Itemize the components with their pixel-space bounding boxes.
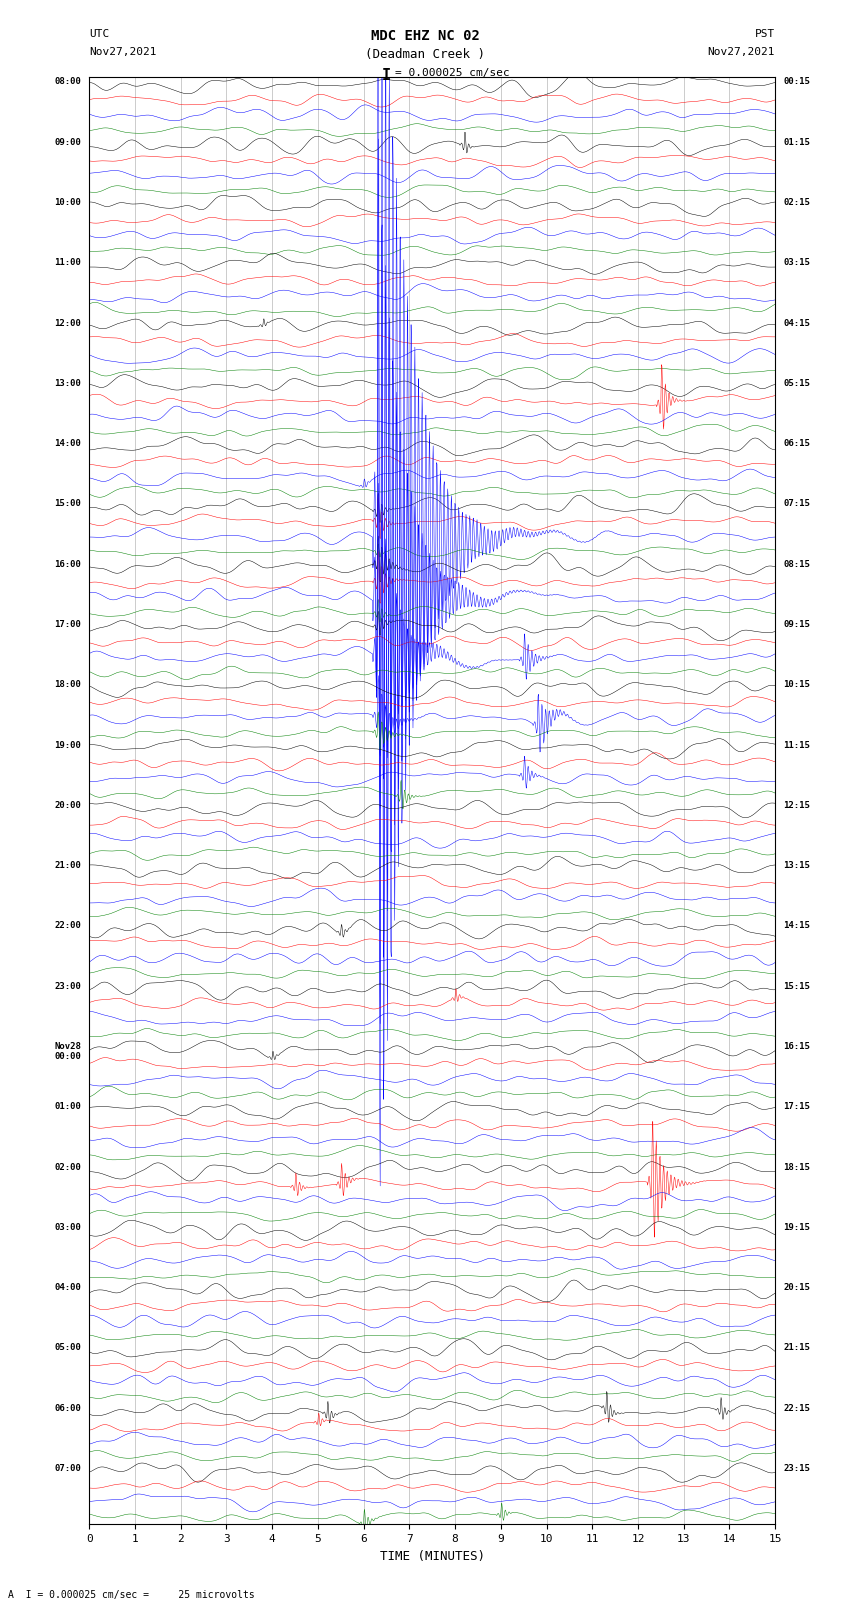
Text: 16:00: 16:00 (54, 560, 81, 569)
Text: 01:15: 01:15 (784, 137, 810, 147)
Text: MDC EHZ NC 02: MDC EHZ NC 02 (371, 29, 479, 44)
Text: 14:15: 14:15 (784, 921, 810, 931)
Text: 15:15: 15:15 (784, 982, 810, 990)
Text: Nov27,2021: Nov27,2021 (708, 47, 775, 56)
Text: 21:00: 21:00 (54, 861, 81, 869)
Text: 05:00: 05:00 (54, 1344, 81, 1352)
X-axis label: TIME (MINUTES): TIME (MINUTES) (380, 1550, 484, 1563)
Text: 22:00: 22:00 (54, 921, 81, 931)
Text: = 0.000025 cm/sec: = 0.000025 cm/sec (395, 68, 510, 77)
Text: 09:00: 09:00 (54, 137, 81, 147)
Text: 06:15: 06:15 (784, 439, 810, 448)
Text: 02:00: 02:00 (54, 1163, 81, 1171)
Text: 13:00: 13:00 (54, 379, 81, 387)
Text: 15:00: 15:00 (54, 500, 81, 508)
Text: 07:15: 07:15 (784, 500, 810, 508)
Text: 17:15: 17:15 (784, 1102, 810, 1111)
Text: 19:15: 19:15 (784, 1223, 810, 1232)
Text: 22:15: 22:15 (784, 1403, 810, 1413)
Text: Nov28
00:00: Nov28 00:00 (54, 1042, 81, 1061)
Text: 00:15: 00:15 (784, 77, 810, 87)
Text: 10:00: 10:00 (54, 198, 81, 206)
Text: 16:15: 16:15 (784, 1042, 810, 1052)
Text: 04:00: 04:00 (54, 1284, 81, 1292)
Text: 10:15: 10:15 (784, 681, 810, 689)
Text: I: I (382, 68, 391, 82)
Text: 11:15: 11:15 (784, 740, 810, 750)
Text: 21:15: 21:15 (784, 1344, 810, 1352)
Text: 11:00: 11:00 (54, 258, 81, 268)
Text: 23:15: 23:15 (784, 1465, 810, 1473)
Text: 03:15: 03:15 (784, 258, 810, 268)
Text: 23:00: 23:00 (54, 982, 81, 990)
Text: 08:00: 08:00 (54, 77, 81, 87)
Text: 20:15: 20:15 (784, 1284, 810, 1292)
Text: 08:15: 08:15 (784, 560, 810, 569)
Text: 06:00: 06:00 (54, 1403, 81, 1413)
Text: 13:15: 13:15 (784, 861, 810, 869)
Text: Nov27,2021: Nov27,2021 (89, 47, 156, 56)
Text: 12:15: 12:15 (784, 800, 810, 810)
Text: 14:00: 14:00 (54, 439, 81, 448)
Text: 18:00: 18:00 (54, 681, 81, 689)
Text: 05:15: 05:15 (784, 379, 810, 387)
Text: 03:00: 03:00 (54, 1223, 81, 1232)
Text: 07:00: 07:00 (54, 1465, 81, 1473)
Text: 19:00: 19:00 (54, 740, 81, 750)
Text: UTC: UTC (89, 29, 110, 39)
Text: 01:00: 01:00 (54, 1102, 81, 1111)
Text: PST: PST (755, 29, 775, 39)
Text: A  I = 0.000025 cm/sec =     25 microvolts: A I = 0.000025 cm/sec = 25 microvolts (8, 1590, 255, 1600)
Text: 04:15: 04:15 (784, 319, 810, 327)
Text: 20:00: 20:00 (54, 800, 81, 810)
Text: 12:00: 12:00 (54, 319, 81, 327)
Text: (Deadman Creek ): (Deadman Creek ) (365, 48, 485, 61)
Text: 09:15: 09:15 (784, 619, 810, 629)
Text: 17:00: 17:00 (54, 619, 81, 629)
Text: 18:15: 18:15 (784, 1163, 810, 1171)
Text: 02:15: 02:15 (784, 198, 810, 206)
